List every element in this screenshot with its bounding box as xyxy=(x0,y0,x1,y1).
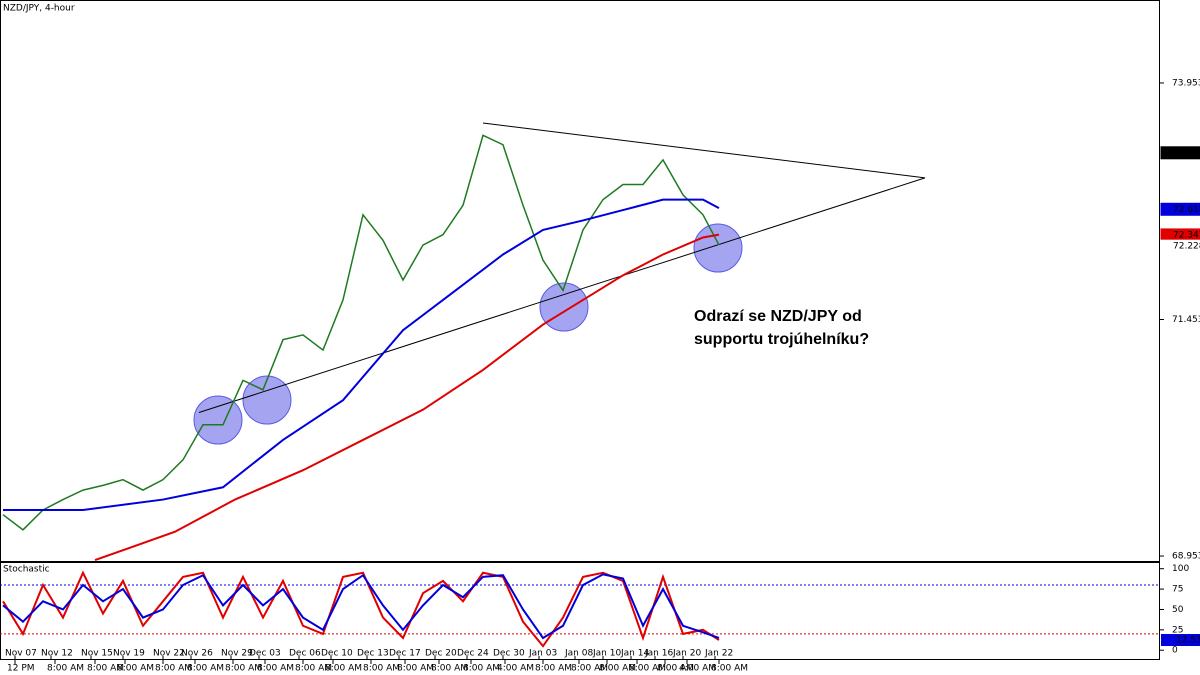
annotation: supportu trojúhelníku? xyxy=(694,331,869,348)
price-label: 73.215 xyxy=(1173,148,1200,158)
time-tick-label: 4:00 AM xyxy=(679,664,716,674)
time-tick-label: 8:00 AM xyxy=(363,664,400,674)
trendline xyxy=(198,177,926,413)
x-tick-label: Jan 03 xyxy=(528,649,557,659)
time-tick-label: 4:00 AM xyxy=(497,664,534,674)
x-tick-label: Dec 24 xyxy=(457,649,489,659)
stoch-label-box xyxy=(1161,634,1200,647)
price-label: 72.347 xyxy=(1173,230,1200,240)
stoch-title: Stochastic xyxy=(3,565,50,575)
time-tick-label: 8:00 AM xyxy=(431,664,468,674)
x-tick-label: Dec 03 xyxy=(249,649,281,659)
x-tick-label: Jan 14 xyxy=(620,649,649,659)
y-tick-label: 73.953 xyxy=(1172,78,1200,88)
x-tick-label: Nov 07 xyxy=(5,649,37,659)
annotation: Odrazí se NZD/JPY od xyxy=(694,308,862,325)
x-tick-label: Dec 17 xyxy=(389,649,421,659)
time-tick-label: 8:00 AM xyxy=(535,664,572,674)
circle xyxy=(539,282,589,332)
moving-average xyxy=(94,233,720,562)
x-tick-label: Jan 08 xyxy=(564,649,593,659)
time-tick-label: 8:00 AM xyxy=(187,664,224,674)
chart-title: NZD/JPY, 4-hour xyxy=(3,4,75,14)
x-tick-label: Dec 30 xyxy=(493,649,525,659)
price-label: 72.618 xyxy=(1173,205,1200,215)
circle xyxy=(193,395,243,445)
x-tick-label: Jan 22 xyxy=(704,649,733,659)
time-tick-label: 8:00 AM xyxy=(629,664,666,674)
y-tick-label: 75 xyxy=(1172,585,1183,595)
time-tick-label: 8:00 AM xyxy=(325,664,362,674)
circle xyxy=(693,223,743,273)
y-tick-label: 0 xyxy=(1172,646,1178,656)
x-tick-label: Jan 16 xyxy=(644,649,673,659)
y-tick-label: 71.453 xyxy=(1172,315,1200,325)
trendline xyxy=(482,122,926,179)
x-tick-label: Dec 06 xyxy=(289,649,321,659)
circle xyxy=(242,375,292,425)
stoch-label: 12.53 xyxy=(1176,636,1200,646)
price-label-box xyxy=(1160,239,1200,253)
price-line xyxy=(2,134,720,531)
x-tick-label: Nov 29 xyxy=(221,649,253,659)
time-tick-label: 8:00 AM xyxy=(657,664,694,674)
price-label-box xyxy=(1160,202,1200,216)
time-tick-label: 8:00 AM xyxy=(463,664,500,674)
x-tick-label: Dec 13 xyxy=(357,649,389,659)
time-tick-label: 8:00 AM xyxy=(599,664,636,674)
moving-average xyxy=(3,198,720,511)
x-tick-label: Nov 15 xyxy=(81,649,113,659)
time-tick-label: 8:00 AM xyxy=(571,664,608,674)
x-tick-label: Dec 20 xyxy=(425,649,457,659)
y-tick-label: 50 xyxy=(1172,605,1184,615)
time-tick-label: 8:00 AM xyxy=(397,664,434,674)
price-label-box xyxy=(1160,146,1200,160)
time-tick-label: 8:00 AM xyxy=(87,664,124,674)
x-tick-label: Jan 10 xyxy=(592,649,621,659)
main-panel xyxy=(0,0,1160,562)
x-tick-label: Dec 10 xyxy=(321,649,353,659)
y-tick-label: 100 xyxy=(1172,564,1189,574)
time-tick-label: 8:00 AM xyxy=(711,664,748,674)
x-tick-label: Nov 19 xyxy=(113,649,145,659)
x-tick-label: Nov 12 xyxy=(41,649,73,659)
time-tick-label: 8:00 AM xyxy=(257,664,294,674)
x-tick-label: Jan 20 xyxy=(672,649,701,659)
y-tick-label: 25 xyxy=(1172,625,1183,635)
x-tick-label: Nov 22 xyxy=(153,649,185,659)
time-tick-label: 8:00 AM xyxy=(155,664,192,674)
price-label: 72.228 xyxy=(1173,242,1200,252)
time-tick-label: 8:00 AM xyxy=(117,664,154,674)
x-tick-label: Nov 26 xyxy=(181,649,213,659)
time-tick-label: 12 PM xyxy=(7,664,35,674)
stochastic-line xyxy=(2,570,720,648)
time-tick-label: 8:00 AM xyxy=(47,664,84,674)
stochastic-line xyxy=(2,573,720,640)
time-tick-label: 8:00 AM xyxy=(225,664,262,674)
time-tick-label: 8:00 AM xyxy=(295,664,332,674)
y-tick-label: 68.953 xyxy=(1172,552,1200,562)
stoch-panel xyxy=(0,562,1160,660)
